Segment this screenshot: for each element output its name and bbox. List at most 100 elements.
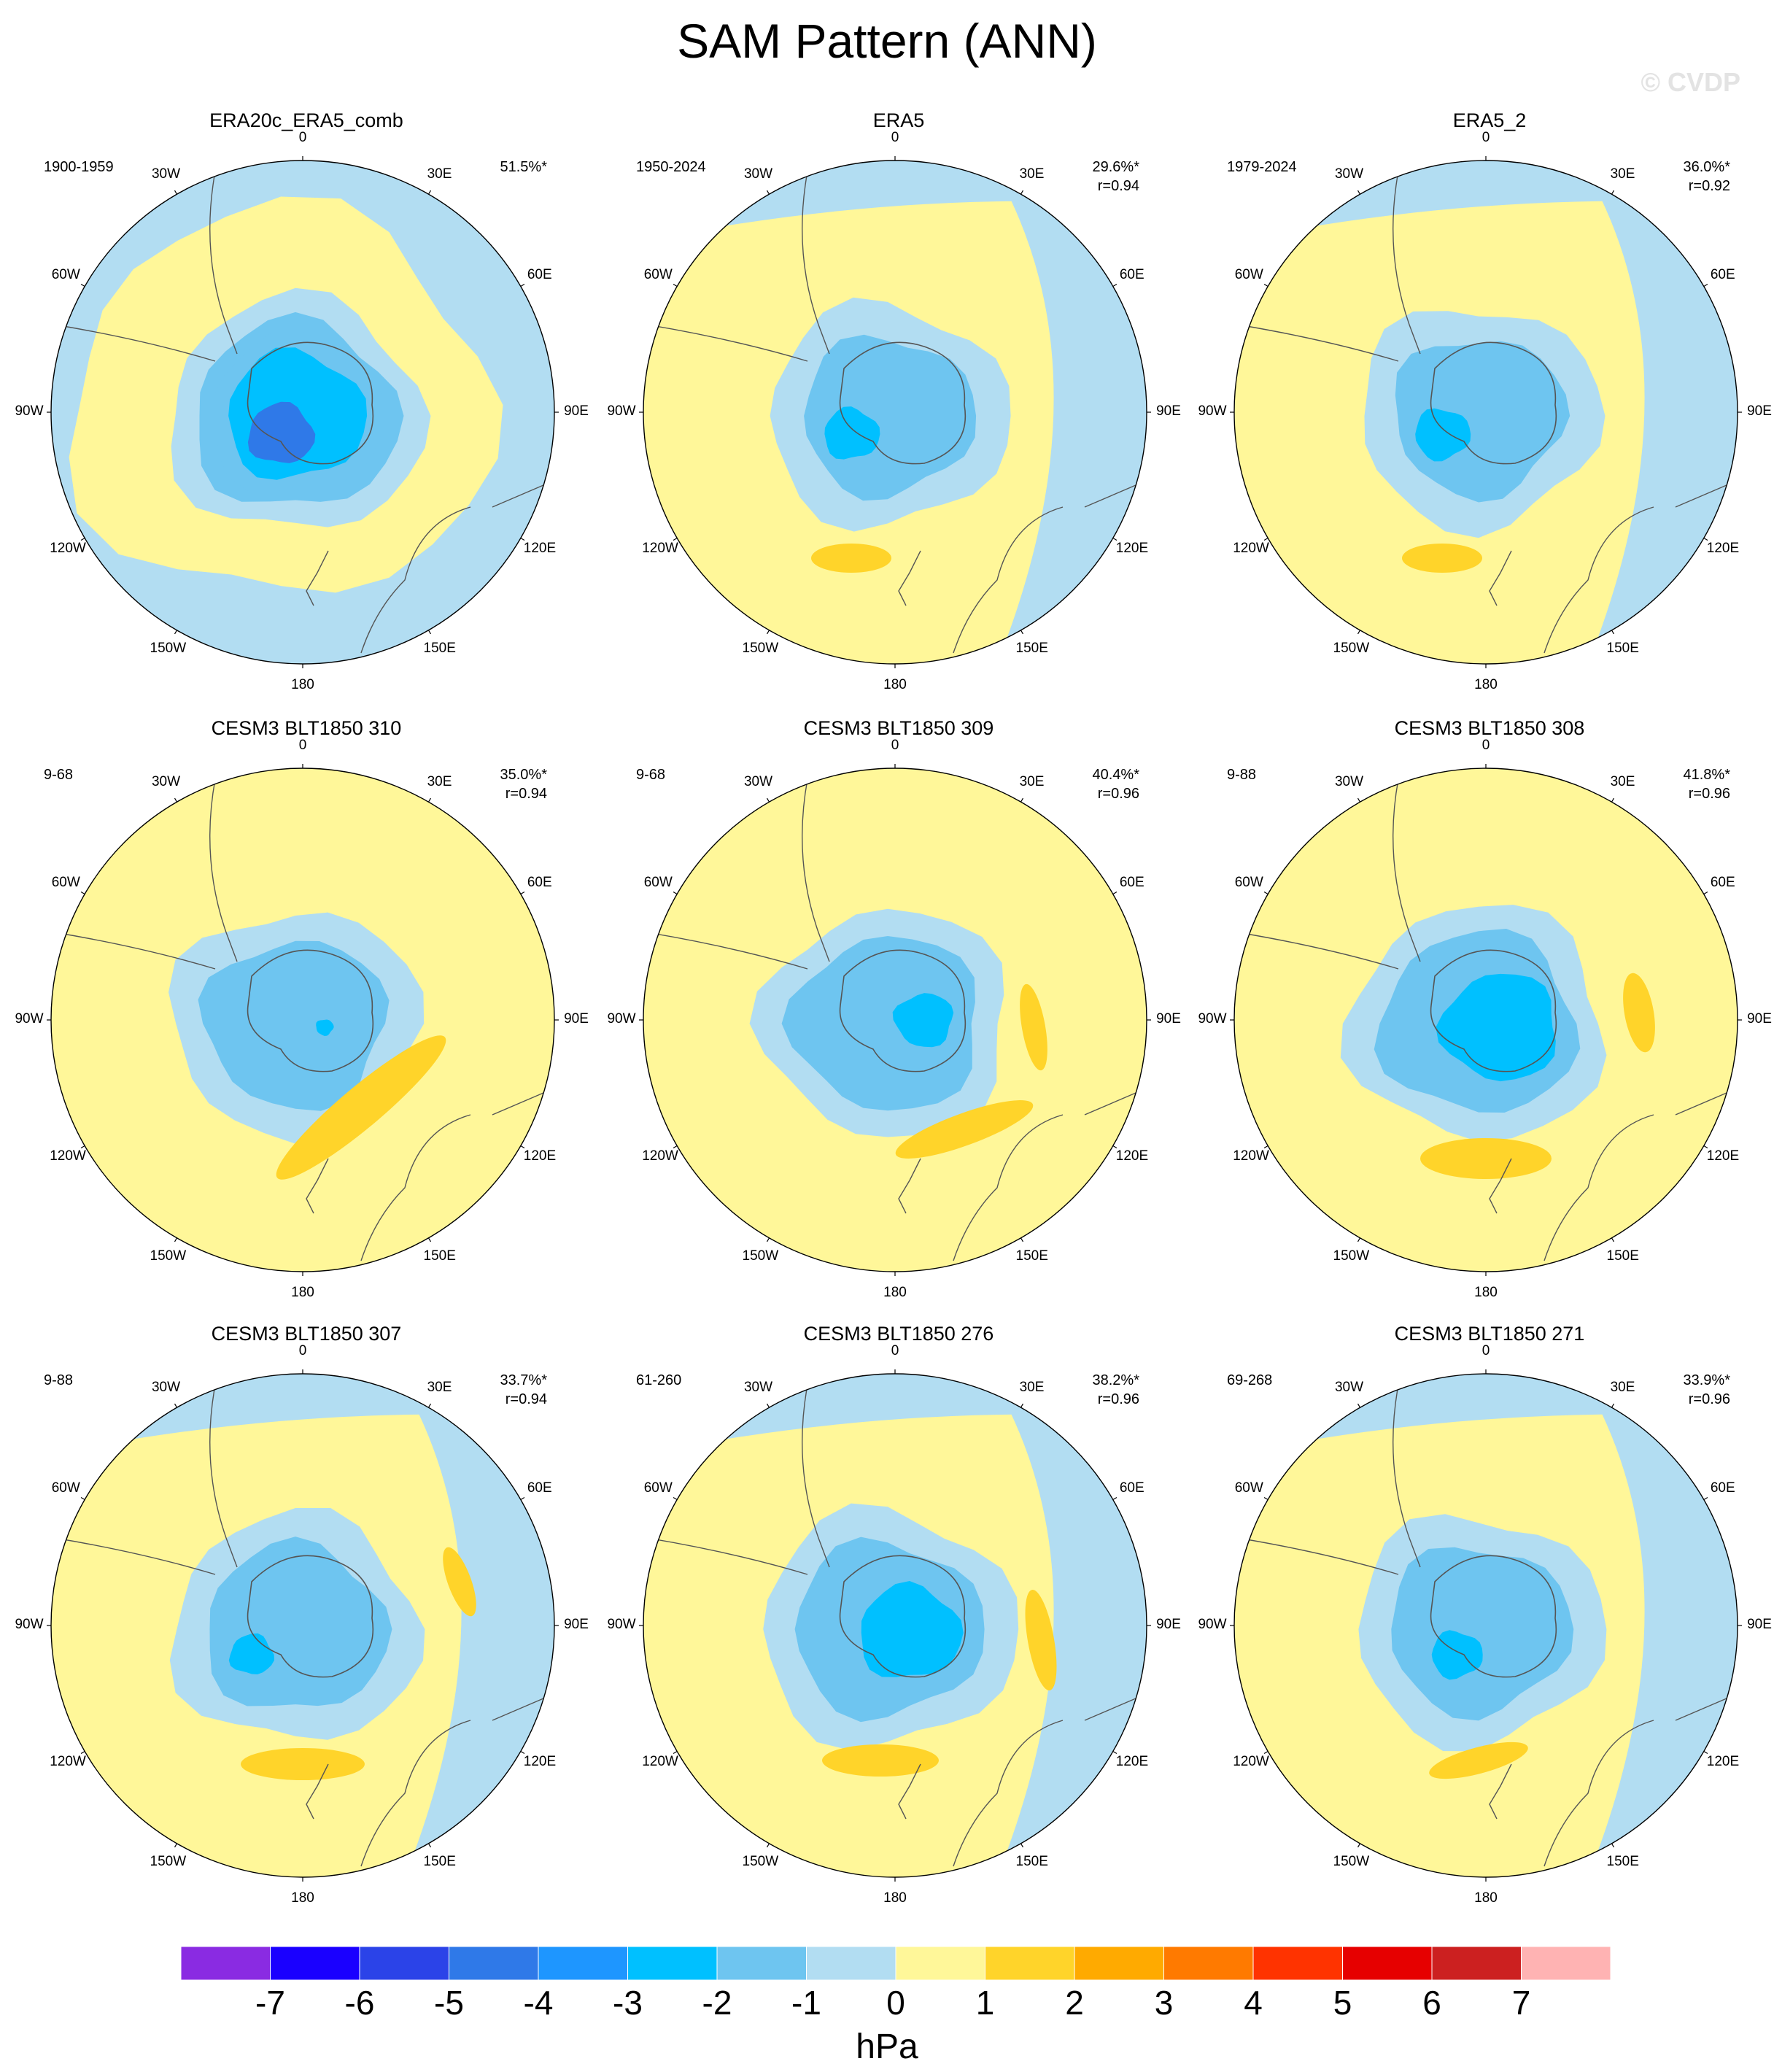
panel-title: ERA5 bbox=[872, 109, 925, 131]
longitude-label: 120W bbox=[50, 1753, 86, 1769]
strongest-negative-core bbox=[1415, 408, 1471, 462]
longitude-label: 60E bbox=[527, 874, 552, 890]
colorbar-swatch bbox=[359, 1947, 449, 1980]
variance-explained: 51.5%* bbox=[500, 159, 548, 175]
south-america-coastline bbox=[1237, 171, 1421, 362]
map-field bbox=[643, 1374, 1147, 1877]
pattern-correlation: r=0.96 bbox=[1688, 1391, 1730, 1407]
longitude-label: 120W bbox=[1233, 1753, 1269, 1769]
longitude-label: 60W bbox=[51, 266, 80, 282]
longitude-tick bbox=[1263, 1750, 1268, 1755]
colorbar-swatch bbox=[1431, 1947, 1522, 1980]
longitude-tick bbox=[174, 630, 178, 635]
variance-explained: 41.8%* bbox=[1683, 767, 1731, 783]
positive-anomaly-blob-2 bbox=[443, 1547, 476, 1617]
longitude-label: 60W bbox=[1234, 266, 1263, 282]
strongest-negative-core bbox=[316, 1019, 334, 1036]
panel-title: CESM3 BLT1850 271 bbox=[1394, 1323, 1585, 1345]
longitude-tick bbox=[1703, 891, 1708, 895]
longitude-label: 60W bbox=[51, 1480, 80, 1496]
longitude-label: 60E bbox=[1119, 874, 1144, 890]
panel-title: ERA20c_ERA5_comb bbox=[209, 109, 403, 131]
polar-stereographic-map bbox=[1230, 156, 1742, 668]
new-zealand-coastline bbox=[1489, 1763, 1512, 1820]
longitude-label: 0 bbox=[1481, 1343, 1490, 1358]
positive-anomaly-blob-1 bbox=[1429, 1742, 1528, 1779]
longitude-label: 0 bbox=[1481, 738, 1490, 753]
strongest-negative-core bbox=[228, 1633, 274, 1674]
longitude-tick bbox=[1703, 1145, 1708, 1149]
longitude-label: 0 bbox=[1481, 130, 1490, 145]
longitude-label: 150W bbox=[150, 1853, 187, 1869]
longitude-tick bbox=[1357, 1843, 1361, 1848]
new-zealand-coastline bbox=[898, 550, 921, 606]
longitude-label: 30E bbox=[427, 774, 452, 790]
variance-explained: 40.4%* bbox=[1092, 767, 1140, 783]
longitude-label: 150W bbox=[1333, 1248, 1370, 1264]
polar-stereographic-map bbox=[639, 1369, 1151, 1882]
panel-title: CESM3 BLT1850 308 bbox=[1394, 717, 1585, 739]
longitude-label: 90E bbox=[564, 1617, 589, 1632]
longitude-label: 0 bbox=[891, 738, 899, 753]
longitude-tick bbox=[427, 1237, 432, 1242]
longitude-label: 180 bbox=[291, 1285, 314, 1300]
longitude-label: 30E bbox=[1610, 774, 1635, 790]
longitude-tick bbox=[80, 1496, 85, 1501]
south-america-coastline bbox=[1237, 778, 1421, 970]
colorbar-swatch bbox=[1252, 1947, 1343, 1980]
longitude-label: 60W bbox=[1234, 874, 1263, 890]
longitude-label: 120W bbox=[1233, 1148, 1269, 1164]
longitude-label: 60W bbox=[643, 1480, 673, 1496]
map-panel: CESM3 BLT1850 310 9-68 35.0%* r=0.94 0 30E 60E… bbox=[15, 717, 598, 1301]
strongest-negative-core bbox=[892, 993, 954, 1048]
variance-explained: 33.7%* bbox=[500, 1372, 548, 1388]
australia-coastline bbox=[953, 484, 1136, 654]
longitude-label: 180 bbox=[883, 677, 907, 692]
map-panel: ERA20c_ERA5_comb 1900-1959 51.5%* 0 30E 60E 90… bbox=[15, 109, 598, 693]
longitude-tick bbox=[520, 283, 525, 287]
antarctica-coastline bbox=[247, 341, 373, 465]
longitude-label: 30W bbox=[743, 774, 773, 790]
longitude-label: 120E bbox=[1706, 1148, 1740, 1164]
longitude-label: 120W bbox=[50, 1148, 86, 1164]
colorbar-swatch bbox=[806, 1947, 896, 1980]
longitude-tick bbox=[766, 190, 770, 195]
map-field bbox=[1234, 161, 1738, 664]
longitude-tick bbox=[1020, 1403, 1024, 1408]
longitude-tick bbox=[1357, 797, 1361, 803]
longitude-label: 120E bbox=[1115, 1148, 1149, 1164]
longitude-label: 120E bbox=[1706, 540, 1740, 556]
longitude-label: 30W bbox=[151, 774, 181, 790]
longitude-tick bbox=[1020, 1237, 1024, 1242]
longitude-label: 120E bbox=[1706, 1753, 1740, 1769]
longitude-label: 180 bbox=[883, 1285, 907, 1300]
pattern-correlation: r=0.92 bbox=[1688, 178, 1730, 194]
colorbar-swatch bbox=[449, 1947, 539, 1980]
colorbar-tick-label: -7 bbox=[255, 1984, 285, 2022]
longitude-label: 90E bbox=[564, 403, 589, 419]
longitude-tick bbox=[1112, 283, 1118, 287]
longitude-label: 150W bbox=[150, 640, 187, 656]
south-america-coastline bbox=[646, 171, 830, 362]
longitude-tick bbox=[1703, 283, 1708, 287]
longitude-label: 30W bbox=[1334, 1380, 1364, 1396]
longitude-tick bbox=[520, 1496, 525, 1501]
colorbar-tick-label: -6 bbox=[344, 1984, 375, 2022]
longitude-label: 150W bbox=[742, 1248, 779, 1264]
figure-title: SAM Pattern (ANN) bbox=[677, 14, 1097, 68]
longitude-label: 0 bbox=[891, 130, 899, 145]
colorbar-swatch bbox=[181, 1947, 271, 1980]
longitude-label: 90W bbox=[15, 1011, 44, 1027]
longitude-label: 180 bbox=[1474, 1890, 1498, 1906]
longitude-tick bbox=[766, 1237, 770, 1242]
variance-explained: 33.9%* bbox=[1683, 1372, 1731, 1388]
longitude-tick bbox=[174, 797, 178, 803]
longitude-label: 150W bbox=[150, 1248, 187, 1264]
longitude-label: 150E bbox=[1606, 1248, 1639, 1264]
longitude-label: 90E bbox=[1156, 1617, 1181, 1632]
longitude-label: 150E bbox=[1606, 640, 1639, 656]
longitude-tick bbox=[1703, 1750, 1708, 1755]
longitude-label: 60E bbox=[527, 266, 552, 282]
longitude-label: 150E bbox=[423, 1248, 456, 1264]
map-panel: CESM3 BLT1850 271 69-268 33.9%* r=0.96 0 30E 6… bbox=[1198, 1323, 1774, 1906]
